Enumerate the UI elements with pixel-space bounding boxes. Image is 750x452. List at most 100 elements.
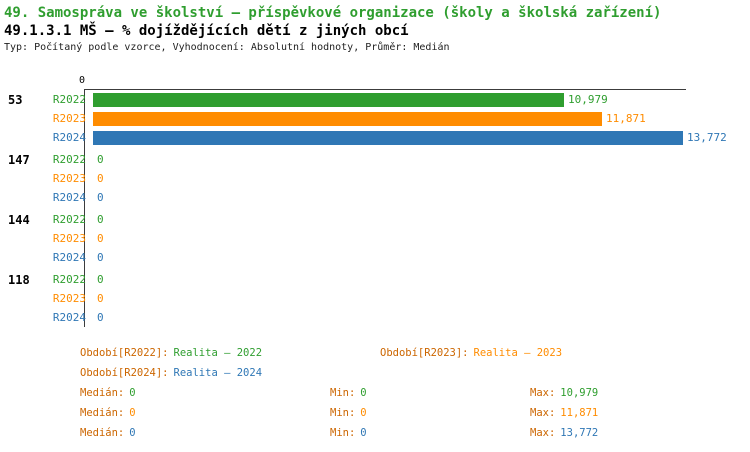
stat-max: Max: 11,871 <box>530 407 680 419</box>
report-title: 49. Samospráva ve školství – příspěvkové… <box>4 5 662 21</box>
axis-vertical-line <box>84 89 85 327</box>
stat-min: Min: 0 <box>330 387 530 399</box>
bar-row: 53 R2022 10,979 <box>0 90 750 109</box>
bar-group: 118 R2022 0 R2023 0 R2024 0 <box>0 270 750 327</box>
min-value: 0 <box>360 427 367 439</box>
bar-zone: 0 <box>86 251 750 265</box>
value-label: 0 <box>97 251 104 264</box>
series-label: R2024 <box>52 191 86 204</box>
min-label: Min: <box>330 407 356 419</box>
max-label: Max: <box>530 407 556 419</box>
legend-period: Období[R2024]: Realita – 2024 <box>80 367 380 379</box>
group-label: 144 <box>8 212 30 227</box>
min-value: 0 <box>360 387 367 399</box>
value-bar <box>93 130 683 145</box>
series-label: R2024 <box>52 251 86 264</box>
max-label: Max: <box>530 387 556 399</box>
max-value: 11,871 <box>560 407 599 419</box>
series-label: R2023 <box>52 172 86 185</box>
stat-min: Min: 0 <box>330 407 530 419</box>
group-label: 53 <box>8 92 23 107</box>
stat-max: Max: 10,979 <box>530 387 680 399</box>
bar-row: R2024 13,772 <box>0 128 750 147</box>
value-label: 0 <box>97 311 104 324</box>
median-label: Medián: <box>80 427 125 439</box>
period-value: Realita – 2024 <box>173 367 263 379</box>
series-label: R2024 <box>52 311 86 324</box>
max-value: 10,979 <box>560 387 599 399</box>
group-label: 118 <box>8 272 30 287</box>
median-label: Medián: <box>80 407 125 419</box>
value-label: 0 <box>97 191 104 204</box>
bar-zone: 0 <box>86 172 750 186</box>
stat-median: Medián: 0 <box>80 387 330 399</box>
chart-meta: Typ: Počítaný podle vzorce, Vyhodnocení:… <box>4 42 450 53</box>
value-label: 0 <box>97 172 104 185</box>
stat-max: Max: 13,772 <box>530 427 680 439</box>
legend-period-row: Období[R2022]: Realita – 2022 Období[R202… <box>80 343 680 363</box>
bar-zone: 0 <box>86 292 750 306</box>
stat-median: Medián: 0 <box>80 407 330 419</box>
bar-row: 147 R2022 0 <box>0 150 750 169</box>
bar-zone: 0 <box>86 232 750 246</box>
bar-zone: 11,871 <box>86 111 750 126</box>
series-label: R2022 <box>52 273 86 286</box>
period-label: Období[R2023]: <box>380 347 469 359</box>
stat-min: Min: 0 <box>330 427 530 439</box>
bar-row: 118 R2022 0 <box>0 270 750 289</box>
legend-stats-row: Medián: 0 Min: 0 Max: 10,979 <box>80 383 680 403</box>
value-label: 0 <box>97 232 104 245</box>
period-value: Realita – 2023 <box>473 347 563 359</box>
series-label: R2022 <box>52 93 86 106</box>
max-value: 13,772 <box>560 427 599 439</box>
min-label: Min: <box>330 427 356 439</box>
value-label: 0 <box>97 213 104 226</box>
value-label: 13,772 <box>687 131 727 144</box>
period-label: Období[R2022]: <box>80 347 169 359</box>
legend-stats-row: Medián: 0 Min: 0 Max: 13,772 <box>80 423 680 443</box>
value-label: 10,979 <box>568 93 608 106</box>
series-label: R2022 <box>52 213 86 226</box>
bar-row: R2023 11,871 <box>0 109 750 128</box>
median-label: Medián: <box>80 387 125 399</box>
bar-row: R2023 0 <box>0 169 750 188</box>
series-label: R2024 <box>52 131 86 144</box>
value-label: 0 <box>97 153 104 166</box>
bar-zone: 10,979 <box>86 92 750 107</box>
indicator-title: 49.1.3.1 MŠ – % dojíždějících dětí z jin… <box>4 23 409 39</box>
value-label: 0 <box>97 273 104 286</box>
legend: Období[R2022]: Realita – 2022 Období[R202… <box>80 343 680 443</box>
min-label: Min: <box>330 387 356 399</box>
bar-zone: 0 <box>86 213 750 227</box>
bar-row: R2023 0 <box>0 229 750 248</box>
min-value: 0 <box>360 407 367 419</box>
bar-zone: 13,772 <box>86 130 750 145</box>
series-label: R2023 <box>52 292 86 305</box>
max-label: Max: <box>530 427 556 439</box>
bar-row: R2024 0 <box>0 308 750 327</box>
group-label: 147 <box>8 152 30 167</box>
bar-chart: 0 53 R2022 10,979 R2023 11,871 R2024 13,772 147… <box>0 62 750 334</box>
bar-row: R2024 0 <box>0 188 750 207</box>
period-value: Realita – 2022 <box>173 347 263 359</box>
axis-top-line <box>84 89 686 90</box>
bar-zone: 0 <box>86 153 750 167</box>
bar-zone: 0 <box>86 311 750 325</box>
legend-stats-row: Medián: 0 Min: 0 Max: 11,871 <box>80 403 680 423</box>
value-bar <box>93 92 564 107</box>
bar-row: R2024 0 <box>0 248 750 267</box>
median-value: 0 <box>129 407 136 419</box>
bar-group: 147 R2022 0 R2023 0 R2024 0 <box>0 150 750 207</box>
legend-period: Období[R2023]: Realita – 2023 <box>380 347 680 359</box>
median-value: 0 <box>129 427 136 439</box>
series-label: R2023 <box>52 232 86 245</box>
period-label: Období[R2024]: <box>80 367 169 379</box>
axis-origin-label: 0 <box>79 75 86 86</box>
bar-group: 53 R2022 10,979 R2023 11,871 R2024 13,772 <box>0 90 750 147</box>
bar-zone: 0 <box>86 273 750 287</box>
series-label: R2022 <box>52 153 86 166</box>
value-label: 0 <box>97 292 104 305</box>
bar-group: 144 R2022 0 R2023 0 R2024 0 <box>0 210 750 267</box>
bar-zone: 0 <box>86 191 750 205</box>
